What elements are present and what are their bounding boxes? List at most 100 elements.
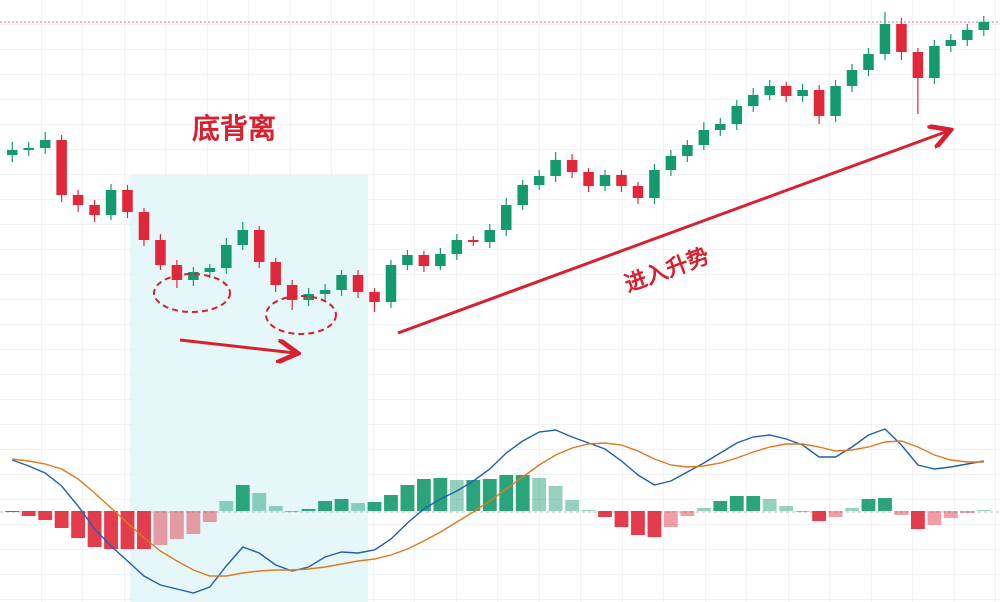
histogram-bar [631,511,645,535]
divergence-circle [265,295,337,335]
histogram-bar [927,511,942,525]
histogram-bar [943,511,958,518]
histogram-bar [104,511,118,549]
candle-body [566,160,578,172]
macd-line [11,428,984,594]
histogram-bar [5,511,20,512]
candle-body [204,268,216,272]
divergence-circle [153,273,231,313]
histogram-bar [400,485,415,511]
candle-body [39,140,51,148]
candle-body [72,195,84,205]
histogram-bar [466,480,481,511]
histogram-bar [186,511,201,534]
macd-line [12,440,984,577]
histogram-bar [71,511,86,538]
histogram-bar [367,502,382,511]
histogram-bar [235,485,250,511]
candle-body [253,230,265,262]
histogram-bar [729,496,744,511]
candle-body [764,86,775,95]
histogram-bar [416,479,431,511]
histogram-bar [334,499,349,511]
candle-body [468,240,479,242]
candle-body [286,285,298,300]
candle-body [122,190,133,212]
histogram-bar [153,511,168,545]
histogram-bar [762,499,777,511]
candle-body [698,130,710,145]
histogram-bar [268,506,283,511]
candle-body [418,255,430,266]
histogram-bar [779,506,794,511]
histogram-bar [746,496,761,511]
candle-body [978,22,990,30]
candle-body [451,240,463,254]
candle-body [533,176,545,185]
histogram-bar [449,480,464,511]
histogram-bar [581,510,596,511]
histogram-bar [252,493,267,511]
histogram-bar [878,498,892,511]
candle-body [352,275,364,292]
candle-body [336,275,347,290]
candle-body [945,40,957,46]
down-arrow [179,338,295,353]
up-arrow [397,131,948,335]
histogram-bar [598,511,612,517]
histogram-bar [565,500,580,511]
candle-body [715,124,726,130]
candle-body [138,212,150,240]
candle-body [747,95,759,106]
candle-body [632,186,644,198]
candle-body [846,70,858,86]
histogram-bar [680,511,695,516]
histogram-bar [795,511,810,512]
candle-body [550,160,561,176]
candle-body [830,86,841,116]
annotation: 底背离 [192,112,276,145]
candle-body [863,54,874,70]
histogram-bar [433,478,448,511]
candle-body [6,150,18,155]
histogram-bar [861,499,876,511]
candle-body [929,46,940,78]
candle-body [896,24,907,52]
plot [5,12,991,594]
candle-body [171,265,183,280]
histogram-bar [202,511,217,522]
candle-body [385,265,397,302]
histogram-bar [713,501,728,511]
histogram-bar [120,511,135,549]
candle-body [665,156,677,170]
histogram-bar [548,486,563,511]
candle-body [797,90,808,96]
candle-body [105,190,117,215]
candle-body [435,254,446,266]
candle-body [270,262,281,285]
candle-body [599,175,611,186]
histogram-bar [663,511,678,527]
candle-body [319,290,331,294]
histogram-bar [812,511,827,521]
candle-body [23,148,34,150]
candle-body [912,52,924,78]
highlight-zone [130,175,368,602]
candle-body [500,205,512,230]
candle-body [188,272,199,280]
candle-body [303,294,314,300]
candle-body [649,170,660,198]
candle-body [731,106,743,124]
histogram-bar [960,511,975,513]
candle-body [89,205,100,215]
histogram-bar [828,511,843,517]
candle-body [484,230,496,242]
histogram-bar [38,511,53,520]
histogram-bar [351,503,365,511]
candle-body [583,172,594,186]
candle-body [517,185,528,205]
candle-body [221,245,232,268]
histogram-bar [614,511,629,527]
candle-body [56,140,67,195]
